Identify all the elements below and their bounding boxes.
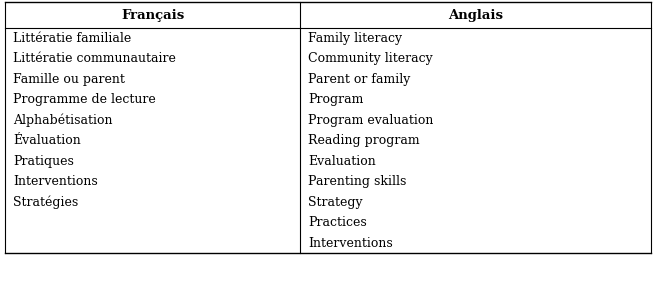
Text: Community literacy: Community literacy xyxy=(308,52,433,65)
Text: Strategy: Strategy xyxy=(308,196,363,209)
Text: Program: Program xyxy=(308,93,364,106)
Text: Français: Français xyxy=(121,9,184,21)
Text: Anglais: Anglais xyxy=(448,9,503,21)
Text: Littératie familiale: Littératie familiale xyxy=(13,32,131,45)
Text: Reading program: Reading program xyxy=(308,134,420,147)
Text: Alphabétisation: Alphabétisation xyxy=(13,113,112,127)
Text: Famille ou parent: Famille ou parent xyxy=(13,73,125,86)
Text: Programme de lecture: Programme de lecture xyxy=(13,93,155,106)
Text: Stratégies: Stratégies xyxy=(13,196,78,209)
Text: Interventions: Interventions xyxy=(308,237,393,250)
Text: Littératie communautaire: Littératie communautaire xyxy=(13,52,176,65)
Text: Practices: Practices xyxy=(308,216,367,229)
Text: Pratiques: Pratiques xyxy=(13,155,74,168)
Text: Evaluation: Evaluation xyxy=(308,155,376,168)
Text: Parenting skills: Parenting skills xyxy=(308,175,407,188)
Text: Évaluation: Évaluation xyxy=(13,134,81,147)
Text: Family literacy: Family literacy xyxy=(308,32,403,45)
Text: Parent or family: Parent or family xyxy=(308,73,411,86)
Text: Program evaluation: Program evaluation xyxy=(308,114,434,127)
Text: Interventions: Interventions xyxy=(13,175,98,188)
